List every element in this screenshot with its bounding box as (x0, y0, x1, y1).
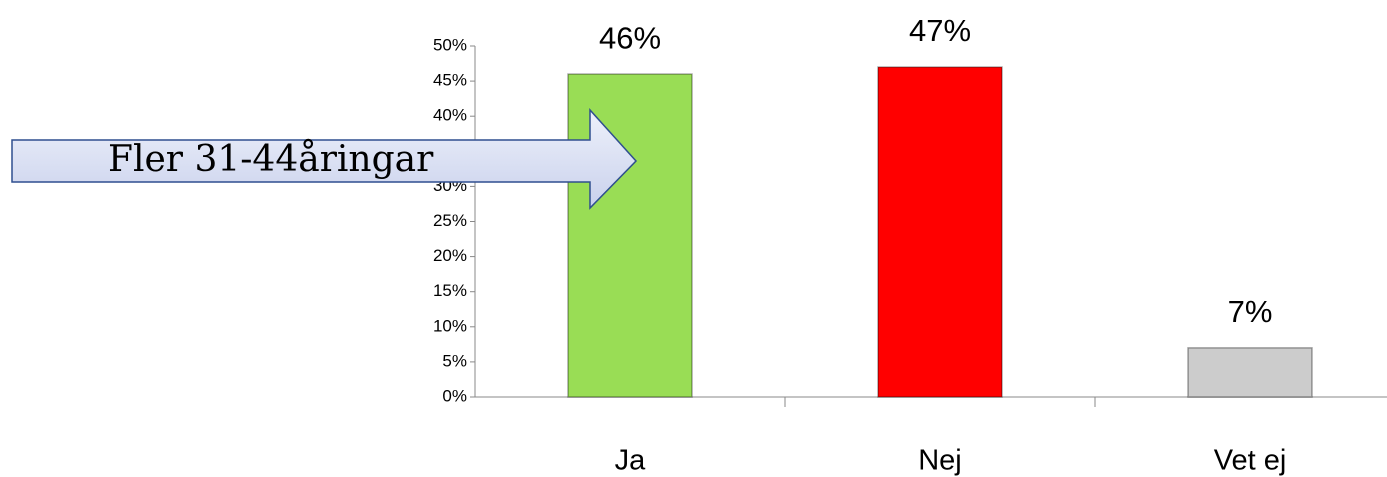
y-tick-label: 10% (433, 316, 467, 335)
annotation-text: Fler 31-44åringar (108, 139, 434, 180)
bar (877, 66, 1003, 398)
y-tick-label: 40% (433, 106, 467, 125)
x-tick-label: Ja (615, 445, 647, 477)
y-tick-label: 25% (433, 211, 467, 230)
bar (1187, 347, 1313, 398)
value-label: 46% (599, 20, 661, 55)
value-label: 47% (909, 13, 971, 48)
plot: 0%5%10%15%20%25%30%35%40%45%50%Ja46%Nej4… (433, 13, 1387, 477)
bar (567, 73, 693, 398)
x-tick-label: Nej (918, 445, 962, 477)
annotation-arrow: Fler 31-44åringar (11, 108, 638, 210)
y-tick-label: 20% (433, 246, 467, 265)
value-label: 7% (1228, 294, 1273, 329)
y-tick-label: 0% (442, 386, 467, 405)
y-tick-label: 5% (442, 351, 467, 370)
arrow-shape (11, 108, 638, 210)
y-tick-label: 45% (433, 71, 467, 90)
y-tick-label: 15% (433, 281, 467, 300)
y-tick-label: 50% (433, 35, 467, 54)
x-tick-label: Vet ej (1214, 445, 1287, 477)
